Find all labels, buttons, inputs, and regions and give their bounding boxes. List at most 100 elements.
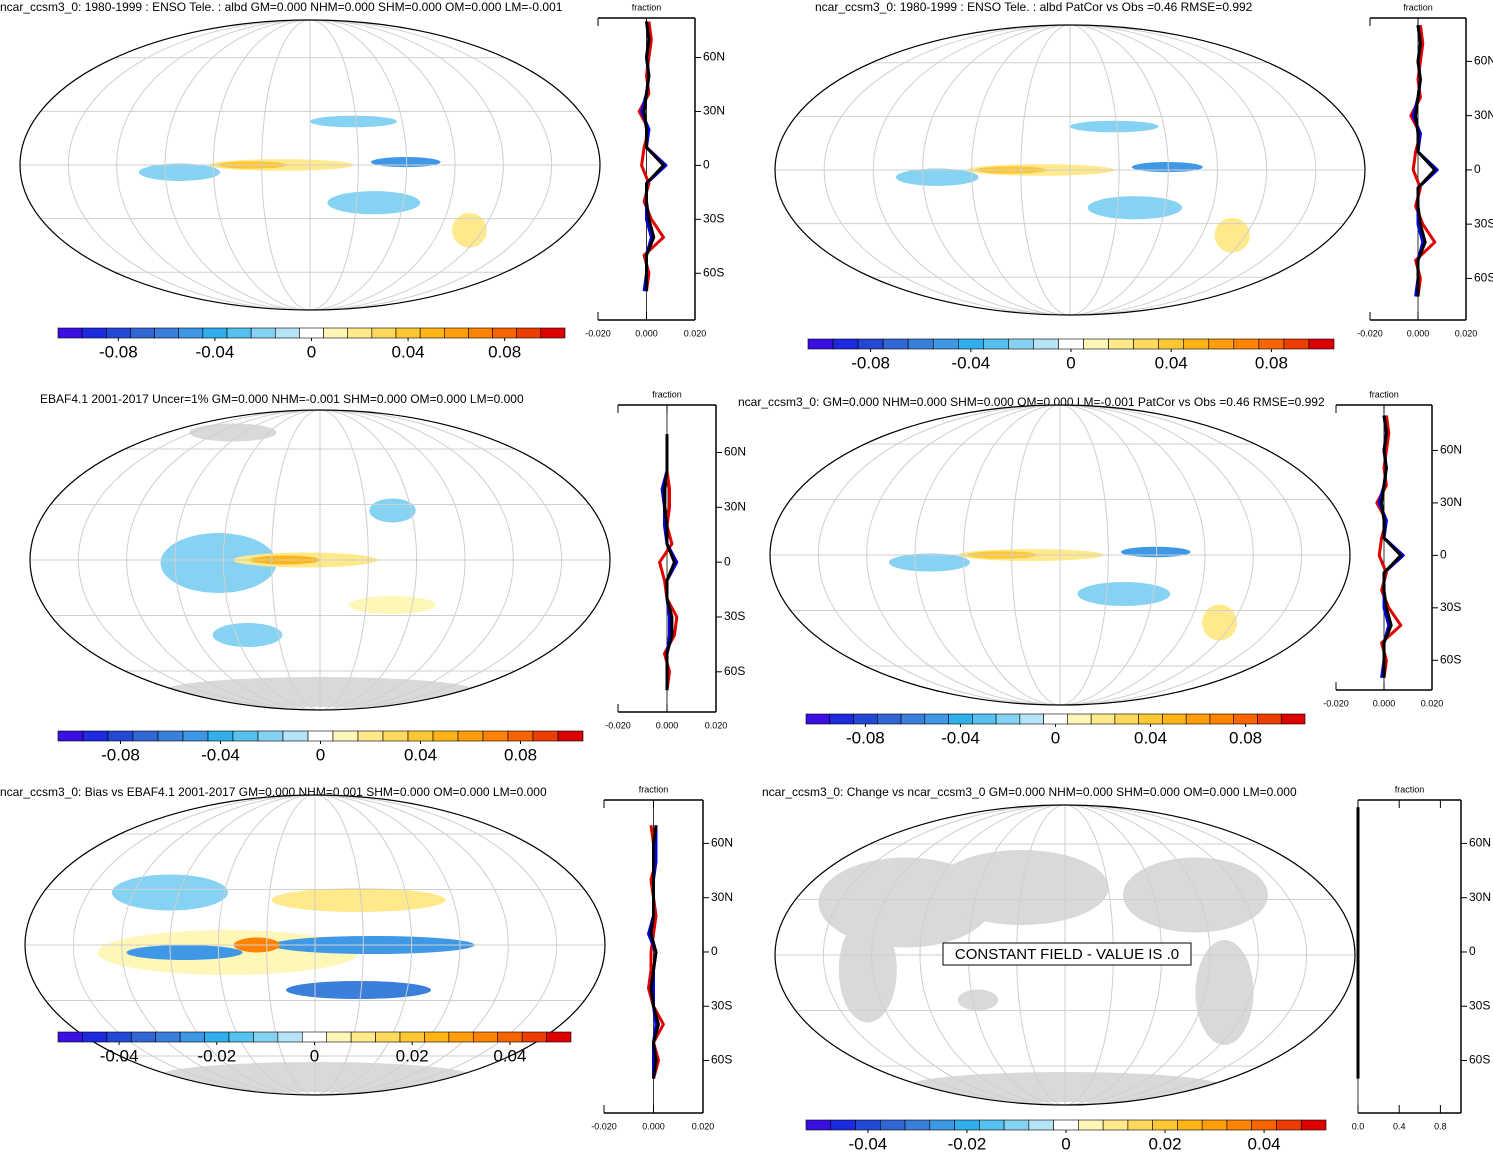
field-patch bbox=[1070, 120, 1159, 133]
colorbar-box bbox=[1283, 338, 1310, 350]
colorbar-label: 0.08 bbox=[504, 745, 537, 764]
y-tick-label: 30S bbox=[1440, 600, 1461, 614]
colorbar-box bbox=[492, 327, 518, 339]
colorbar-box bbox=[957, 338, 984, 350]
colorbar-label: -0.04 bbox=[196, 342, 235, 361]
colorbar-box bbox=[546, 1031, 572, 1043]
field-patch bbox=[1120, 546, 1191, 558]
panel-title: ncar_ccsm3_0: Change vs ncar_ccsm3_0 GM=… bbox=[762, 785, 1297, 799]
colorbar-label: -0.08 bbox=[99, 342, 138, 361]
field-patch bbox=[212, 623, 283, 647]
colorbar-box bbox=[443, 327, 469, 339]
colorbar-box bbox=[204, 1031, 230, 1043]
annotation: CONSTANT FIELD - VALUE IS .0 bbox=[955, 946, 1179, 963]
y-tick-label: 30N bbox=[711, 890, 733, 904]
colorbar-box bbox=[954, 1119, 980, 1131]
field-patch bbox=[895, 168, 979, 186]
zonal-line bbox=[637, 21, 665, 292]
y-tick-label: 0 bbox=[711, 944, 718, 958]
colorbar-box bbox=[1177, 1119, 1203, 1131]
map bbox=[30, 410, 610, 710]
colorbar-box bbox=[1201, 1119, 1228, 1131]
colorbar-box bbox=[307, 730, 334, 742]
colorbar-box bbox=[326, 1031, 352, 1043]
field-patch bbox=[370, 157, 441, 168]
colorbar-box bbox=[540, 327, 566, 339]
zonal-line bbox=[642, 21, 665, 292]
colorbar-box bbox=[900, 713, 926, 725]
field-patch bbox=[452, 212, 487, 248]
panel-title: ncar_ccsm3_0: 1980-1999 : ENSO Tele. : a… bbox=[815, 0, 1253, 14]
y-tick-label: 30N bbox=[1469, 890, 1491, 904]
axis-label: fraction bbox=[632, 2, 662, 12]
colorbar-box bbox=[382, 730, 409, 742]
colorbar-box bbox=[521, 1031, 547, 1043]
y-tick-label: 0 bbox=[1440, 548, 1447, 562]
colorbar-box bbox=[1033, 338, 1059, 350]
y-tick-label: 30N bbox=[724, 500, 746, 514]
colorbar-box bbox=[82, 1031, 108, 1043]
x-tick-label: 0.020 bbox=[684, 328, 707, 338]
y-tick-label: 30S bbox=[703, 212, 724, 226]
zonal-line bbox=[1375, 415, 1403, 679]
colorbar-label: 0.04 bbox=[1248, 1134, 1281, 1152]
y-tick-label: 60S bbox=[724, 664, 745, 678]
colorbar-box bbox=[1078, 1119, 1104, 1131]
map-border bbox=[769, 404, 1351, 706]
y-tick-label: 60N bbox=[1469, 836, 1491, 850]
colorbar-box bbox=[155, 1031, 181, 1043]
field-patch bbox=[189, 423, 277, 442]
colorbar-label: -0.02 bbox=[948, 1134, 987, 1152]
colorbar-box bbox=[948, 713, 973, 725]
colorbar-box bbox=[1127, 1119, 1153, 1131]
panel: EBAF4.1 2001-2017 Uncer=1% GM=0.000 NHM=… bbox=[29, 389, 746, 764]
y-tick-label: 60N bbox=[1474, 54, 1493, 68]
x-tick-label: 0.020 bbox=[1421, 698, 1444, 708]
x-tick-label: 0.020 bbox=[692, 1121, 715, 1131]
zonal-line bbox=[1380, 415, 1403, 678]
panel-title: ncar_ccsm3_0: 1980-1999 : ENSO Tele. : a… bbox=[0, 0, 563, 14]
map-border bbox=[774, 24, 1366, 316]
panel-title: ncar_ccsm3_0: Bias vs EBAF4.1 2001-2017 … bbox=[0, 785, 547, 799]
field-patch bbox=[1087, 196, 1183, 220]
y-tick-label: 60S bbox=[711, 1053, 732, 1067]
colorbar-box bbox=[1308, 338, 1335, 350]
colorbar-box bbox=[274, 327, 300, 339]
colorbar-box bbox=[972, 713, 997, 725]
field-patch bbox=[286, 981, 431, 999]
colorbar-box bbox=[253, 1031, 279, 1043]
colorbar-box bbox=[226, 327, 252, 339]
colorbar-box bbox=[107, 730, 134, 742]
colorbar-box bbox=[282, 730, 309, 742]
colorbar-box bbox=[557, 730, 584, 742]
colorbar-label: 0.04 bbox=[404, 745, 437, 764]
colorbar-box bbox=[857, 338, 884, 350]
colorbar-label: -0.08 bbox=[851, 353, 890, 372]
x-tick-label: 0.0 bbox=[1352, 1121, 1365, 1131]
field-patch bbox=[160, 533, 277, 593]
colorbar-label: 0.08 bbox=[488, 342, 521, 361]
colorbar-box bbox=[879, 1119, 906, 1131]
y-tick-label: 30N bbox=[703, 104, 725, 118]
panel: ncar_ccsm3_0: 1980-1999 : ENSO Tele. : a… bbox=[0, 0, 725, 361]
colorbar-box bbox=[1280, 713, 1306, 725]
field-patch bbox=[327, 191, 421, 215]
y-tick-label: 60N bbox=[703, 50, 725, 64]
colorbar-box bbox=[1185, 713, 1211, 725]
x-tick-label: -0.020 bbox=[1357, 328, 1383, 338]
y-tick-label: 30S bbox=[711, 998, 732, 1012]
colorbar-label: 0 bbox=[307, 342, 316, 361]
x-tick-label: -0.020 bbox=[605, 720, 631, 730]
colorbar-box bbox=[1162, 713, 1187, 725]
colorbar-box bbox=[853, 713, 878, 725]
colorbar-box bbox=[81, 327, 107, 339]
colorbar-box bbox=[178, 327, 204, 339]
y-tick-label: 0 bbox=[724, 554, 731, 568]
panel: ncar_ccsm3_0: 1980-1999 : ENSO Tele. : a… bbox=[774, 0, 1493, 372]
field-patch bbox=[138, 163, 221, 181]
colorbar-box bbox=[57, 730, 84, 742]
y-tick-label: 30S bbox=[1474, 216, 1493, 230]
colorbar-label: -0.04 bbox=[100, 1046, 139, 1065]
colorbar-box bbox=[371, 327, 397, 339]
map-border bbox=[774, 804, 1356, 1106]
